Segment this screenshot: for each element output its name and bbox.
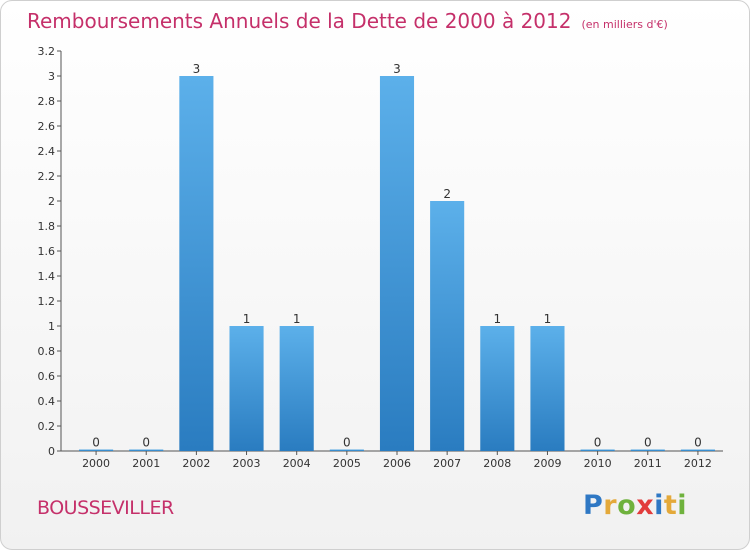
title-unit: (en milliers d'€) xyxy=(581,18,668,31)
chart-title: Remboursements Annuels de la Dette de 20… xyxy=(27,9,668,33)
bar xyxy=(279,326,314,451)
y-tick-label: 3.2 xyxy=(38,45,56,58)
x-tick-label: 2004 xyxy=(283,457,311,470)
data-label: 0 xyxy=(92,436,100,450)
y-tick-label: 3 xyxy=(48,70,55,83)
data-label: 2 xyxy=(443,187,451,201)
x-tick-label: 2007 xyxy=(433,457,461,470)
logo-letter: t xyxy=(663,490,678,521)
y-tick-label: 2 xyxy=(48,195,55,208)
y-tick-label: 1.6 xyxy=(38,245,56,258)
logo-letter: i xyxy=(677,490,688,521)
x-tick-label: 2011 xyxy=(634,457,662,470)
data-label: 0 xyxy=(644,436,652,450)
y-tick-label: 2.4 xyxy=(38,145,56,158)
x-tick-label: 2012 xyxy=(684,457,712,470)
data-label: 1 xyxy=(544,312,552,326)
y-tick-label: 1.8 xyxy=(38,220,56,233)
bar xyxy=(480,326,515,451)
data-label: 0 xyxy=(594,436,602,450)
bar xyxy=(129,449,164,451)
logo-letter: i xyxy=(654,490,664,521)
bar xyxy=(379,76,415,451)
y-tick-label: 1.4 xyxy=(38,270,56,283)
bar xyxy=(430,201,465,451)
x-tick-label: 2000 xyxy=(82,457,110,470)
x-tick-label: 2006 xyxy=(383,457,411,470)
y-tick-label: 0 xyxy=(48,445,55,458)
logo-letter: o xyxy=(617,490,637,521)
x-tick-label: 2001 xyxy=(132,457,160,470)
y-tick-label: 0.4 xyxy=(38,395,56,408)
bar xyxy=(329,449,364,451)
proxiti-logo: Proxiti xyxy=(583,490,687,521)
logo-letter: x xyxy=(636,490,655,521)
y-tick-label: 2.8 xyxy=(38,95,56,108)
bar xyxy=(530,326,565,451)
data-label: 1 xyxy=(243,312,251,326)
title-text: Remboursements Annuels de la Dette de 20… xyxy=(27,9,572,33)
data-label: 0 xyxy=(142,436,150,450)
y-tick-label: 0.2 xyxy=(38,420,56,433)
x-tick-label: 2010 xyxy=(584,457,612,470)
data-label: 3 xyxy=(393,62,401,76)
bar xyxy=(630,449,665,451)
bar xyxy=(79,449,114,451)
y-tick-label: 1.2 xyxy=(38,295,56,308)
data-label: 1 xyxy=(493,312,501,326)
y-tick-label: 2.2 xyxy=(38,170,56,183)
data-label: 1 xyxy=(293,312,301,326)
x-tick-label: 2002 xyxy=(182,457,210,470)
x-tick-label: 2009 xyxy=(533,457,561,470)
logo-letter: P xyxy=(583,490,604,521)
y-tick-label: 1 xyxy=(48,320,55,333)
y-tick-label: 2.6 xyxy=(38,120,56,133)
bar xyxy=(580,449,615,451)
y-tick-label: 0.6 xyxy=(38,370,56,383)
bar xyxy=(179,76,214,451)
x-tick-label: 2003 xyxy=(233,457,261,470)
data-label: 0 xyxy=(343,436,351,450)
logo-letter: r xyxy=(603,490,618,521)
data-label: 3 xyxy=(193,62,201,76)
data-label: 0 xyxy=(694,436,702,450)
bar xyxy=(229,326,264,451)
x-tick-label: 2005 xyxy=(333,457,361,470)
bar xyxy=(680,449,715,451)
commune-name: BOUSSEVILLER xyxy=(37,497,174,519)
x-tick-label: 2008 xyxy=(483,457,511,470)
y-tick-label: 0.8 xyxy=(38,345,56,358)
